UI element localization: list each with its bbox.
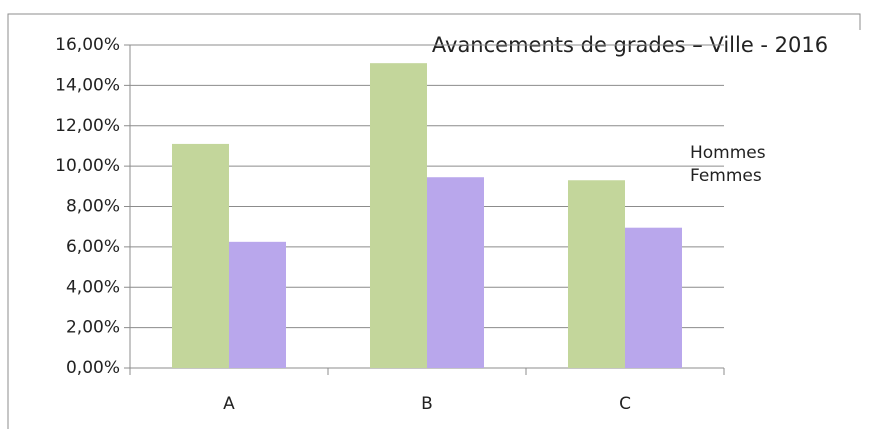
y-tick-label: 8,00% xyxy=(66,197,120,217)
chart-frame xyxy=(7,13,861,429)
y-tick-label: 16,00% xyxy=(55,35,120,55)
y-tick-label: 2,00% xyxy=(66,318,120,338)
y-tick-label: 6,00% xyxy=(66,237,120,257)
bar xyxy=(172,143,229,368)
y-tick-label: 12,00% xyxy=(55,116,120,136)
y-tick-label: 4,00% xyxy=(66,277,120,297)
x-tick-label: B xyxy=(421,394,433,414)
x-tick-label: A xyxy=(223,394,235,414)
y-tick-label: 10,00% xyxy=(55,156,120,176)
y-tick-label: 14,00% xyxy=(55,75,120,95)
bar xyxy=(625,227,682,368)
bar xyxy=(568,180,625,368)
bar xyxy=(229,241,286,368)
bar xyxy=(370,63,427,368)
legend-label: Hommes xyxy=(690,143,766,163)
legend-label: Femmes xyxy=(690,166,762,186)
y-tick-label: 0,00% xyxy=(66,358,120,378)
x-tick-label: C xyxy=(619,394,631,414)
bar xyxy=(427,177,484,368)
